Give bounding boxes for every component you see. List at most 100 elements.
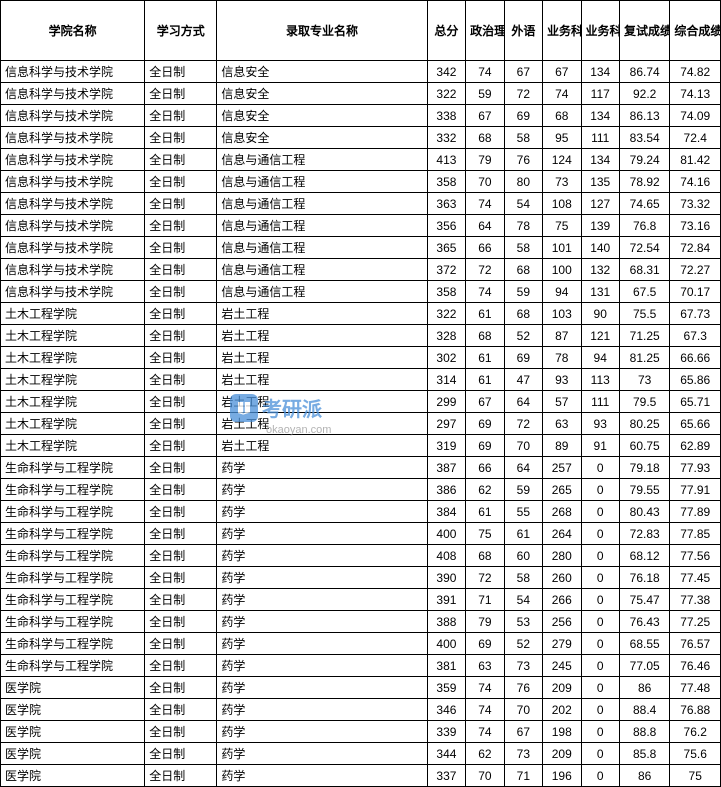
cell-retest: 72.83	[619, 523, 669, 545]
cell-college: 土木工程学院	[1, 391, 145, 413]
table-row: 生命科学与工程学院全日制药学3887953256076.4377.25	[1, 611, 721, 633]
cell-foreign: 68	[504, 259, 542, 281]
cell-politics: 74	[466, 61, 504, 83]
cell-subj2: 111	[581, 391, 619, 413]
table-row: 信息科学与技术学院全日制信息与通信工程363745410812774.6573.…	[1, 193, 721, 215]
cell-final: 76.2	[670, 721, 721, 743]
cell-retest: 88.8	[619, 721, 669, 743]
table-row: 信息科学与技术学院全日制信息安全33268589511183.5472.4	[1, 127, 721, 149]
cell-final: 67.3	[670, 325, 721, 347]
cell-subj2: 113	[581, 369, 619, 391]
header-politics: 政治理论	[466, 1, 504, 61]
cell-politics: 61	[466, 303, 504, 325]
cell-college: 医学院	[1, 721, 145, 743]
cell-foreign: 70	[504, 699, 542, 721]
cell-total: 372	[427, 259, 465, 281]
header-subj1: 业务科1	[543, 1, 581, 61]
cell-total: 356	[427, 215, 465, 237]
cell-college: 生命科学与工程学院	[1, 567, 145, 589]
cell-retest: 76.8	[619, 215, 669, 237]
cell-politics: 69	[466, 633, 504, 655]
cell-subj1: 124	[543, 149, 581, 171]
cell-foreign: 58	[504, 127, 542, 149]
cell-total: 322	[427, 83, 465, 105]
cell-politics: 68	[466, 127, 504, 149]
header-subj2: 业务科1	[581, 1, 619, 61]
cell-politics: 74	[466, 721, 504, 743]
cell-total: 342	[427, 61, 465, 83]
cell-politics: 72	[466, 259, 504, 281]
cell-mode: 全日制	[145, 721, 217, 743]
cell-mode: 全日制	[145, 61, 217, 83]
cell-major: 岩土工程	[217, 325, 427, 347]
cell-subj1: 101	[543, 237, 581, 259]
cell-subj1: 202	[543, 699, 581, 721]
table-row: 土木工程学院全日制岩土工程2976972639380.2565.66	[1, 413, 721, 435]
table-row: 医学院全日制药学3397467198088.876.2	[1, 721, 721, 743]
cell-major: 信息与通信工程	[217, 149, 427, 171]
cell-foreign: 73	[504, 743, 542, 765]
table-row: 信息科学与技术学院全日制信息安全33867696813486.1374.09	[1, 105, 721, 127]
cell-foreign: 58	[504, 237, 542, 259]
cell-major: 信息与通信工程	[217, 259, 427, 281]
cell-mode: 全日制	[145, 633, 217, 655]
cell-retest: 80.25	[619, 413, 669, 435]
cell-foreign: 59	[504, 281, 542, 303]
cell-final: 77.48	[670, 677, 721, 699]
cell-foreign: 69	[504, 347, 542, 369]
header-foreign: 外语	[504, 1, 542, 61]
cell-retest: 80.43	[619, 501, 669, 523]
cell-subj2: 93	[581, 413, 619, 435]
cell-final: 77.85	[670, 523, 721, 545]
admissions-table: 学院名称 学习方式 录取专业名称 总分 政治理论 外语 业务科1 业务科1 复试…	[0, 0, 721, 787]
table-row: 土木工程学院全日制岩土工程32868528712171.2567.3	[1, 325, 721, 347]
cell-politics: 74	[466, 281, 504, 303]
cell-subj1: 73	[543, 171, 581, 193]
cell-final: 77.56	[670, 545, 721, 567]
cell-college: 生命科学与工程学院	[1, 589, 145, 611]
cell-total: 332	[427, 127, 465, 149]
cell-final: 72.84	[670, 237, 721, 259]
cell-retest: 79.5	[619, 391, 669, 413]
table-row: 生命科学与工程学院全日制药学3866259265079.5577.91	[1, 479, 721, 501]
cell-foreign: 67	[504, 61, 542, 83]
cell-total: 328	[427, 325, 465, 347]
cell-mode: 全日制	[145, 193, 217, 215]
cell-subj2: 0	[581, 567, 619, 589]
cell-major: 药学	[217, 479, 427, 501]
cell-retest: 68.31	[619, 259, 669, 281]
table-row: 医学院全日制药学359747620908677.48	[1, 677, 721, 699]
cell-college: 土木工程学院	[1, 413, 145, 435]
cell-major: 药学	[217, 545, 427, 567]
table-row: 信息科学与技术学院全日制信息与通信工程35870807313578.9274.1…	[1, 171, 721, 193]
cell-final: 77.89	[670, 501, 721, 523]
cell-total: 359	[427, 677, 465, 699]
cell-politics: 67	[466, 391, 504, 413]
cell-major: 信息与通信工程	[217, 193, 427, 215]
cell-subj1: 209	[543, 743, 581, 765]
cell-major: 岩土工程	[217, 391, 427, 413]
cell-total: 365	[427, 237, 465, 259]
cell-politics: 61	[466, 347, 504, 369]
cell-subj1: 279	[543, 633, 581, 655]
cell-subj1: 89	[543, 435, 581, 457]
cell-college: 信息科学与技术学院	[1, 127, 145, 149]
cell-subj2: 0	[581, 457, 619, 479]
cell-subj2: 94	[581, 347, 619, 369]
cell-college: 土木工程学院	[1, 435, 145, 457]
cell-foreign: 80	[504, 171, 542, 193]
cell-foreign: 73	[504, 655, 542, 677]
cell-subj1: 245	[543, 655, 581, 677]
cell-major: 药学	[217, 677, 427, 699]
cell-total: 358	[427, 281, 465, 303]
cell-foreign: 61	[504, 523, 542, 545]
cell-major: 信息与通信工程	[217, 237, 427, 259]
cell-total: 413	[427, 149, 465, 171]
cell-total: 387	[427, 457, 465, 479]
cell-final: 74.82	[670, 61, 721, 83]
header-mode: 学习方式	[145, 1, 217, 61]
cell-major: 药学	[217, 501, 427, 523]
cell-retest: 88.4	[619, 699, 669, 721]
cell-mode: 全日制	[145, 589, 217, 611]
cell-major: 岩土工程	[217, 435, 427, 457]
